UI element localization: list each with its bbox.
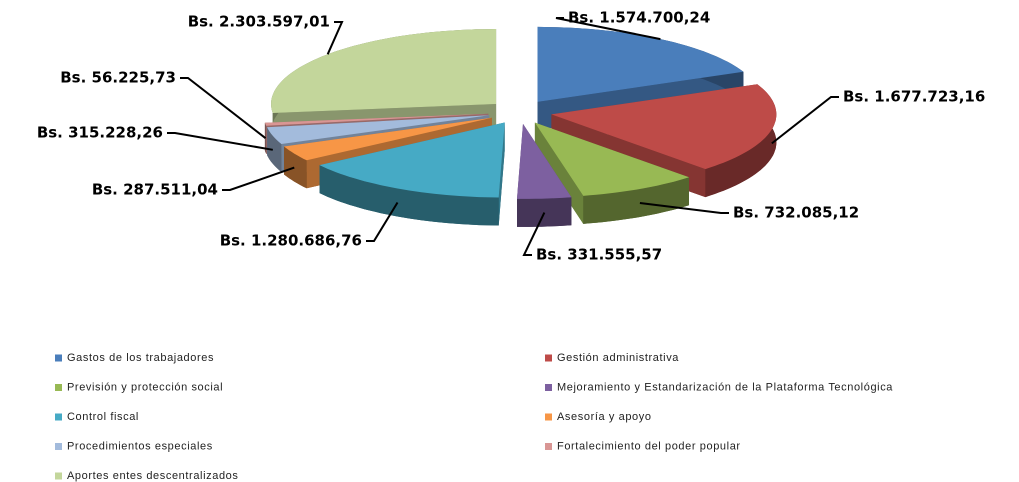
- legend-swatch: [55, 354, 62, 362]
- leader-line: [639, 201, 729, 214]
- slice-top: [537, 26, 744, 102]
- slice-top: [264, 113, 489, 126]
- value-label: Bs. 287.511,04: [92, 181, 218, 199]
- leader-line: [522, 212, 546, 256]
- leader-line: [326, 21, 344, 55]
- legend-swatch: [545, 443, 552, 450]
- slice-top: [551, 84, 777, 170]
- value-label: Bs. 315.228,26: [37, 124, 163, 142]
- legend-label: Control fiscal: [67, 411, 139, 423]
- slice: [319, 122, 505, 226]
- value-label: Bs. 732.085,12: [733, 204, 859, 222]
- slice-top: [319, 122, 505, 198]
- legend-label: Previsión y protección social: [67, 381, 223, 393]
- leader-line: [555, 17, 661, 41]
- leader-line: [366, 201, 399, 242]
- slice-top: [534, 122, 689, 196]
- legend-swatch: [545, 354, 552, 362]
- value-label: Bs. 1.574.700,24: [568, 9, 710, 27]
- leader-line: [771, 96, 839, 145]
- slice-top: [271, 29, 497, 113]
- legend-label: Gastos de los trabajadores: [67, 352, 214, 364]
- legend-swatch: [545, 413, 552, 421]
- slice-side: [583, 177, 689, 224]
- legend-label: Mejoramiento y Estandarización de la Pla…: [557, 381, 893, 393]
- legend-swatch: [55, 384, 62, 391]
- legend-swatch: [55, 413, 62, 421]
- value-label: Bs. 2.303.597,01: [188, 13, 330, 31]
- legend-label: Asesoría y apoyo: [557, 411, 652, 423]
- slice-side: [284, 146, 307, 189]
- legend-swatch: [55, 472, 62, 480]
- leader-line: [167, 132, 273, 151]
- value-label: Bs. 1.280.686,76: [220, 232, 362, 250]
- slice-side: [319, 165, 499, 226]
- slice-top: [284, 117, 492, 161]
- legend-swatch: [545, 384, 552, 391]
- value-label: Bs. 56.225,73: [60, 69, 176, 87]
- legend-swatch: [55, 443, 62, 450]
- legend-label: Aportes entes descentralizados: [67, 470, 238, 482]
- slice-side: [517, 197, 572, 227]
- value-label: Bs. 1.677.723,16: [843, 88, 985, 106]
- legend-label: Gestión administrativa: [557, 352, 679, 364]
- legend-label: Fortalecimiento del poder popular: [557, 440, 741, 452]
- legend-label: Procedimientos especiales: [67, 440, 213, 452]
- slice-side: [267, 127, 282, 172]
- slice-top: [517, 123, 572, 199]
- slice-wall: [284, 117, 492, 175]
- leader-line: [180, 77, 267, 140]
- slice-top: [267, 115, 490, 144]
- slice: [517, 123, 572, 227]
- leader-line: [222, 166, 295, 191]
- slice: [534, 122, 689, 224]
- value-label: Bs. 331.555,57: [536, 246, 662, 264]
